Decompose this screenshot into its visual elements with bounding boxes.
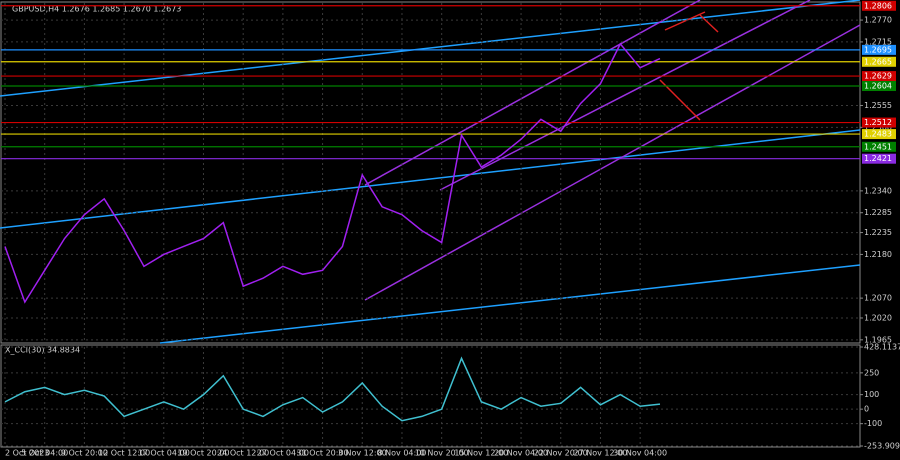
y-tick-label: 1.1965 bbox=[864, 335, 892, 344]
level-tag bbox=[862, 0, 896, 11]
x-tick-label: 22 Nov 20:00 bbox=[534, 449, 588, 458]
x-tick-label: 10 Nov 20:00 bbox=[415, 449, 469, 458]
y-tick-label: 100 bbox=[864, 390, 879, 399]
arrow bbox=[664, 11, 706, 31]
arrow bbox=[659, 79, 701, 121]
x-tick-label: 2 Oct 2023 bbox=[5, 449, 49, 458]
x-tick-label: 24 Oct 12:00 bbox=[217, 449, 269, 458]
level-label: 1.2483 bbox=[864, 130, 892, 139]
x-tick-label: 12 Oct 12:00 bbox=[98, 449, 150, 458]
y-tick-label: 1.2555 bbox=[864, 101, 892, 110]
x-tick-label: 20 Nov 04:00 bbox=[494, 449, 548, 458]
y-tick-label: 250 bbox=[864, 368, 879, 377]
x-tick-label: 31 Oct 20:00 bbox=[296, 449, 348, 458]
level-label: 1.2629 bbox=[864, 72, 892, 81]
y-tick-label: 1.2285 bbox=[864, 208, 892, 217]
y-tick-label: 1.2715 bbox=[864, 37, 892, 46]
y-tick-label: 1.2770 bbox=[864, 16, 892, 25]
level-label: 1.2695 bbox=[864, 45, 892, 54]
y-tick-label: -100 bbox=[864, 419, 882, 428]
level-label: 1.2665 bbox=[864, 57, 892, 66]
arrow bbox=[699, 14, 719, 33]
x-tick-label: 30 Nov 04:00 bbox=[613, 449, 667, 458]
trend-line bbox=[0, 0, 861, 97]
level-tag bbox=[862, 81, 896, 92]
level-tag bbox=[862, 44, 896, 55]
channel-line bbox=[364, 0, 701, 186]
y-tick-label: 1.2070 bbox=[864, 294, 892, 303]
y-tick-label: 1.2235 bbox=[864, 228, 892, 237]
x-tick-label: 17 Oct 04:00 bbox=[138, 449, 190, 458]
level-label: 1.2604 bbox=[864, 82, 892, 91]
trend-line bbox=[159, 264, 861, 344]
x-tick-label: 27 Oct 04:00 bbox=[257, 449, 309, 458]
y-tick-label: 1.2340 bbox=[864, 186, 892, 195]
level-label: 1.2806 bbox=[864, 1, 892, 10]
x-tick-label: 9 Oct 20:00 bbox=[61, 449, 108, 458]
y-tick-label: -253.909 bbox=[864, 442, 900, 451]
level-label: 1.2512 bbox=[864, 118, 892, 127]
y-tick-label: 0 bbox=[864, 405, 869, 414]
level-tag bbox=[862, 56, 896, 67]
x-tick-label: 8 Nov 04:00 bbox=[378, 449, 427, 458]
cci-pane bbox=[0, 344, 861, 448]
level-tag bbox=[862, 141, 896, 152]
price-pane bbox=[0, 1, 861, 344]
x-tick-label: 19 Oct 20:00 bbox=[177, 449, 229, 458]
x-tick-label: 15 Nov 12:00 bbox=[454, 449, 508, 458]
indicator-title: X_CCI(30) 34.8834 bbox=[5, 346, 80, 355]
price-line bbox=[4, 42, 661, 304]
level-tag bbox=[862, 129, 896, 140]
x-tick-label: 5 Oct 04:00 bbox=[21, 449, 68, 458]
chart-title: GBPUSD,H4 1.2676 1.2685 1.2670 1.2673 bbox=[12, 5, 181, 14]
level-label: 1.2421 bbox=[864, 154, 892, 163]
y-tick-label: 1.2180 bbox=[864, 250, 892, 259]
x-tick-label: 3 Nov 12:00 bbox=[338, 449, 387, 458]
level-tag bbox=[862, 71, 896, 82]
x-tick-label: 27 Nov 12:00 bbox=[573, 449, 627, 458]
level-tag bbox=[862, 117, 896, 128]
y-tick-label: 428.1137 bbox=[864, 343, 900, 352]
level-label: 1.2451 bbox=[864, 142, 892, 151]
level-tag bbox=[862, 153, 896, 164]
price-line bbox=[4, 356, 661, 422]
y-tick-label: 1.2020 bbox=[864, 313, 892, 322]
